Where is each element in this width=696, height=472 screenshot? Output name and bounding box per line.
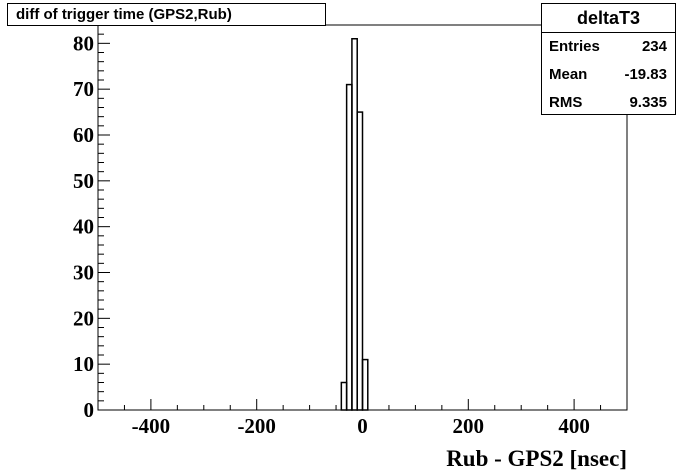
histogram-bar bbox=[361, 358, 369, 411]
y-tick-label: 70 bbox=[73, 77, 94, 101]
chart-title: diff of trigger time (GPS2,Rub) bbox=[7, 3, 326, 26]
histogram-bar bbox=[345, 83, 353, 411]
y-tick-label: 20 bbox=[73, 306, 94, 330]
x-tick-label: 0 bbox=[357, 414, 368, 438]
histogram-bars bbox=[340, 38, 369, 411]
stats-histogram-name: deltaT3 bbox=[542, 4, 675, 33]
y-tick-label: 40 bbox=[73, 215, 94, 239]
x-tick-labels: -400 -200 0 200 400 bbox=[132, 399, 590, 438]
stats-value: 9.335 bbox=[629, 94, 667, 111]
stats-label: RMS bbox=[549, 94, 583, 111]
stats-value: 234 bbox=[641, 38, 667, 55]
histogram-bar bbox=[356, 111, 364, 411]
minor-ticks bbox=[97, 33, 628, 410]
y-tick-label: 80 bbox=[73, 31, 94, 55]
histogram-bar bbox=[340, 381, 348, 411]
y-tick-labels: 0 10 20 30 40 50 60 70 80 bbox=[73, 31, 110, 422]
stats-label: Mean bbox=[549, 66, 588, 83]
stats-row-mean: Mean -19.83 bbox=[542, 61, 675, 89]
stats-value: -19.83 bbox=[624, 66, 667, 83]
stats-row-entries: Entries 234 bbox=[542, 33, 675, 61]
stats-box: deltaT3 Entries 234 Mean -19.83 RMS 9.33… bbox=[541, 3, 676, 115]
x-tick-label: -400 bbox=[132, 414, 171, 438]
x-tick-label: -200 bbox=[237, 414, 276, 438]
histogram-bar bbox=[351, 38, 358, 411]
stats-row-rms: RMS 9.335 bbox=[542, 89, 675, 117]
y-tick-label: 50 bbox=[73, 169, 94, 193]
y-tick-label: 30 bbox=[73, 261, 94, 285]
y-tick-label: 10 bbox=[73, 352, 94, 376]
stats-label: Entries bbox=[549, 38, 600, 55]
x-axis-label: Rub - GPS2 [nsec] bbox=[446, 446, 627, 471]
y-tick-label: 60 bbox=[73, 123, 94, 147]
x-tick-label: 400 bbox=[558, 414, 590, 438]
x-tick-label: 200 bbox=[453, 414, 485, 438]
y-tick-label: 0 bbox=[84, 398, 95, 422]
